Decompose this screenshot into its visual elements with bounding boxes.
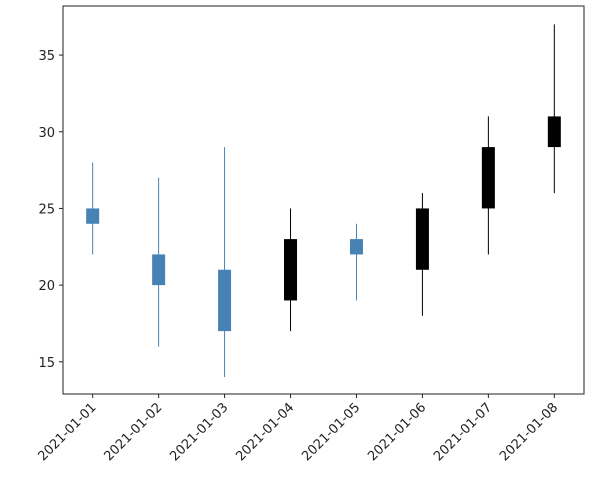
x-tick-label: 2021-01-06 <box>365 400 429 464</box>
x-tick-label: 2021-01-03 <box>167 400 231 464</box>
y-tick-label: 35 <box>38 49 55 64</box>
x-tick-label: 2021-01-05 <box>299 400 363 464</box>
candle-body <box>152 254 166 286</box>
x-tick-label: 2021-01-08 <box>497 400 561 464</box>
candle-body <box>284 239 298 301</box>
x-tick-label: 2021-01-01 <box>35 400 99 464</box>
candle-body <box>481 147 495 209</box>
y-tick-label: 20 <box>38 279 55 294</box>
x-tick-label: 2021-01-02 <box>101 400 165 464</box>
candle-body <box>415 208 429 270</box>
candle-body <box>547 116 561 148</box>
plot-frame <box>62 5 585 395</box>
y-tick-label: 25 <box>38 202 55 217</box>
x-tick-label: 2021-01-07 <box>431 400 495 464</box>
candle-body <box>218 269 232 332</box>
candle-body <box>349 239 363 255</box>
candle-body <box>86 208 100 224</box>
x-tick-label: 2021-01-04 <box>233 400 297 464</box>
y-tick-label: 15 <box>38 356 55 371</box>
y-tick-label: 30 <box>38 126 55 141</box>
